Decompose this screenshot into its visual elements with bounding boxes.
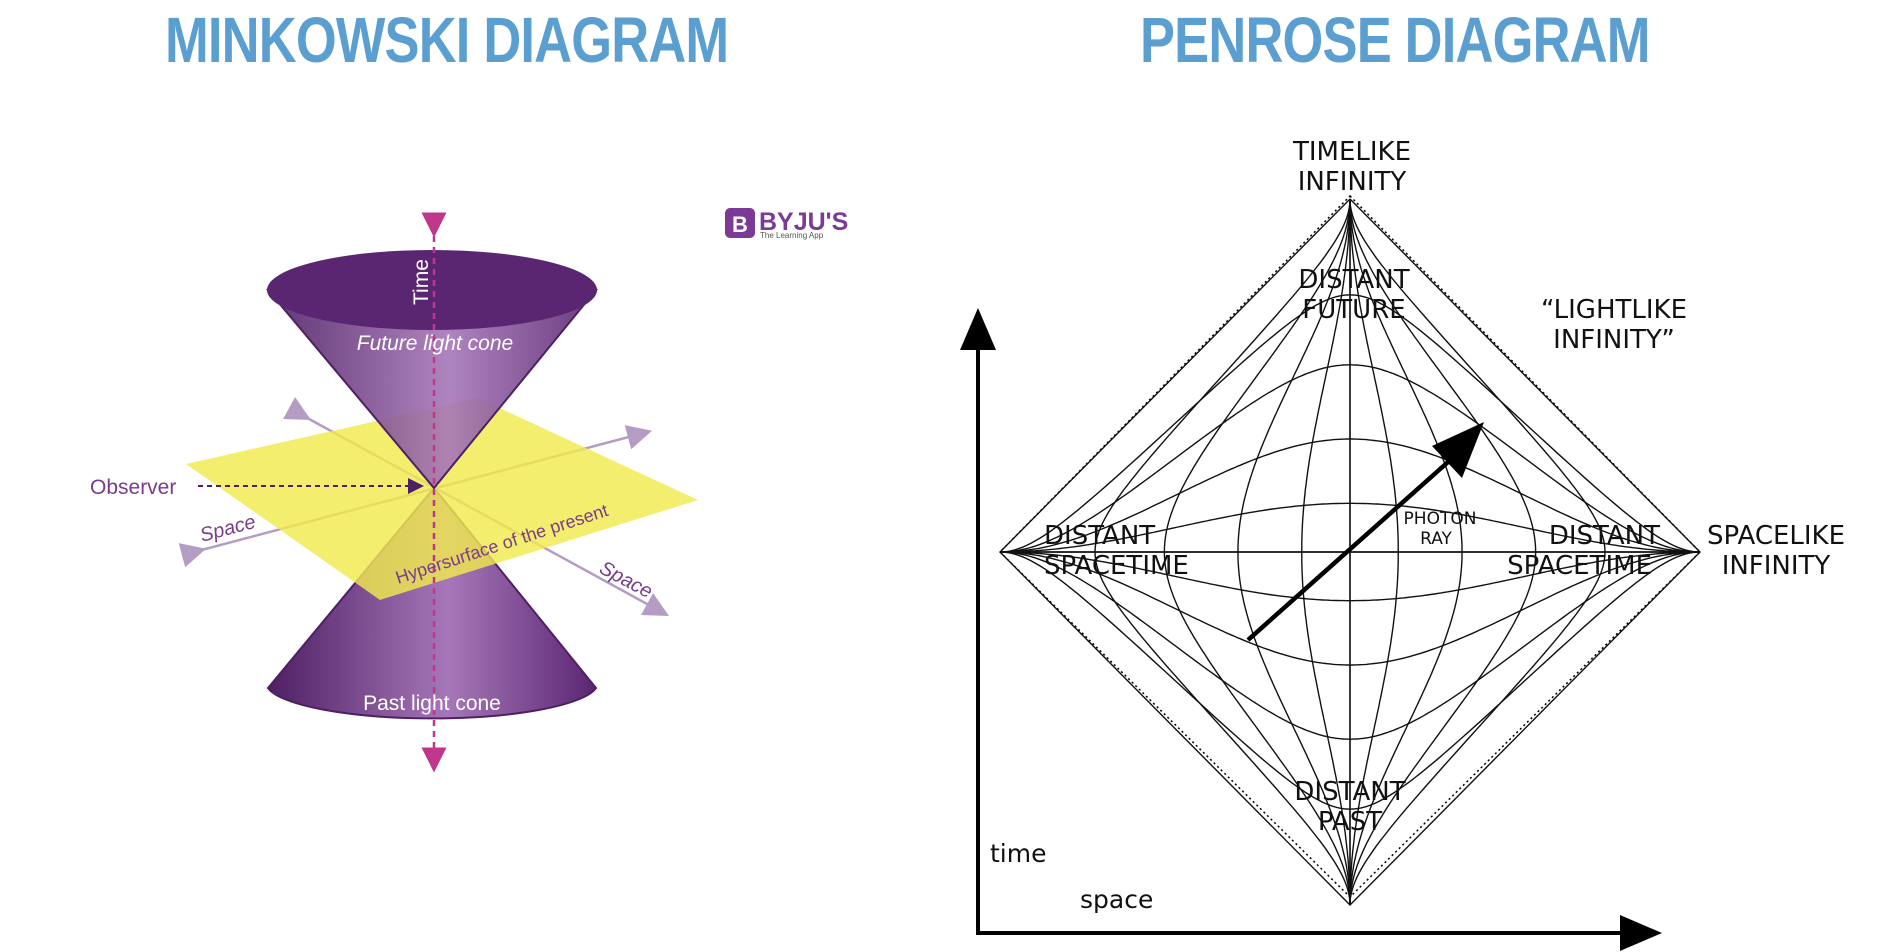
penrose-grid xyxy=(999,198,1701,906)
byjus-logo: B BYJU'S The Learning App xyxy=(725,208,848,240)
time-axis-label: time xyxy=(990,839,1046,868)
time-axis-arrowhead xyxy=(960,308,996,350)
distant-future-label-2: FUTURE xyxy=(1302,295,1405,325)
space-label-left: Space xyxy=(198,511,258,547)
space-axis-arrowhead xyxy=(1620,915,1662,951)
minkowski-title: MINKOWSKI DIAGRAM xyxy=(165,4,729,76)
lightlike-infinity-label-2: INFINITY” xyxy=(1553,325,1675,355)
penrose-diagram: TIMELIKE INFINITY DISTANT FUTURE “LIGHTL… xyxy=(960,137,1845,951)
space-axis-label: space xyxy=(1080,885,1153,914)
spacelike-infinity-label-2: INFINITY xyxy=(1722,551,1831,581)
minkowski-diagram: Time Future light cone Past light cone O… xyxy=(90,212,698,773)
photon-ray-label-1: PHOTON xyxy=(1404,509,1477,529)
byjus-logo-mark xyxy=(725,208,755,238)
lightlike-infinity-label-1: “LIGHTLIKE xyxy=(1541,295,1687,325)
future-cone-label: Future light cone xyxy=(357,332,513,355)
spacelike-infinity-label-1: SPACELIKE xyxy=(1707,521,1845,551)
photon-ray xyxy=(1246,444,1468,642)
distant-past-label-2: PAST xyxy=(1318,807,1382,837)
penrose-title: PENROSE DIAGRAM xyxy=(1140,4,1650,76)
timelike-infinity-label-2: INFINITY xyxy=(1298,167,1407,197)
observer-label: Observer xyxy=(90,476,176,499)
distant-spacetime-left-2: SPACETIME xyxy=(1044,551,1189,581)
photon-ray-arrowhead xyxy=(1432,422,1484,478)
space-label-right: Space xyxy=(596,557,656,603)
byjus-logo-letter: B xyxy=(732,212,748,237)
byjus-logo-name: BYJU'S xyxy=(759,208,848,236)
time-label: Time xyxy=(410,259,433,305)
distant-spacetime-left-1: DISTANT xyxy=(1044,521,1155,551)
distant-future-label-1: DISTANT xyxy=(1298,265,1409,295)
byjus-logo-tagline: The Learning App xyxy=(760,231,824,240)
distant-spacetime-right-2: SPACETIME xyxy=(1507,551,1652,581)
distant-past-label-1: DISTANT xyxy=(1294,777,1405,807)
distant-spacetime-right-1: DISTANT xyxy=(1549,521,1660,551)
photon-ray-label-2: RAY xyxy=(1420,529,1452,549)
timelike-infinity-label-1: TIMELIKE xyxy=(1292,137,1411,167)
past-cone-label: Past light cone xyxy=(363,692,501,715)
